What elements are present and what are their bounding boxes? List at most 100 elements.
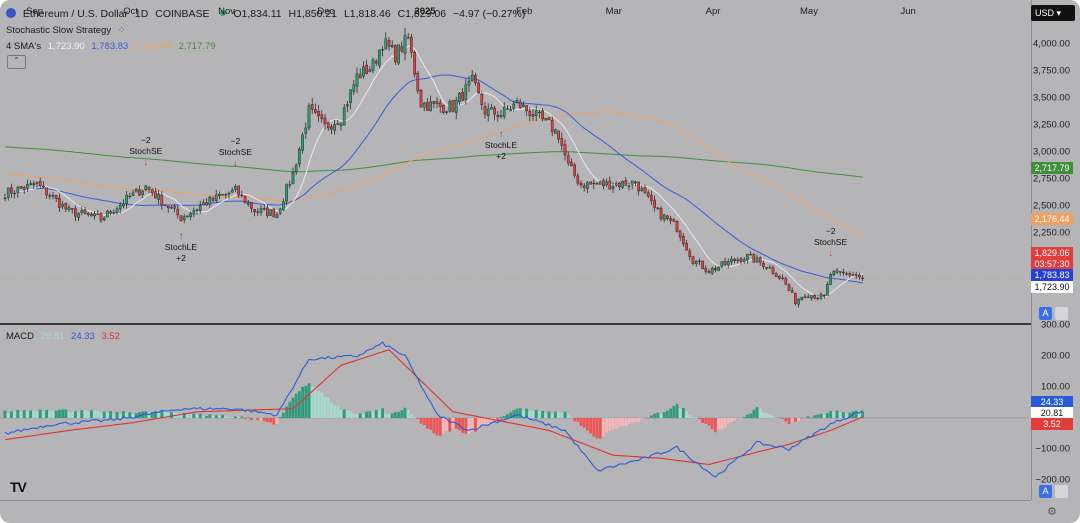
short-signal-annotation[interactable]: −2 StochSE ↓	[129, 135, 162, 168]
candle-body	[282, 201, 285, 211]
macd-scale-toggle-button[interactable]	[1055, 485, 1068, 498]
short-signal-annotation[interactable]: −2 StochSE ↓	[814, 226, 847, 259]
candle-body	[163, 204, 167, 206]
macd-hist-bar	[154, 411, 157, 418]
candle-body	[122, 203, 125, 207]
price-tick-label: 2,750.00	[1033, 173, 1070, 185]
long-signal-annotation[interactable]: ↑ StochLE +2	[485, 129, 517, 162]
candle-body	[803, 296, 807, 298]
macd-hist-bar	[269, 418, 272, 423]
chevron-up-icon[interactable]: ⌃	[7, 55, 26, 69]
candle-body	[493, 107, 496, 115]
sma-long-line[interactable]	[4, 146, 863, 178]
sma-legend[interactable]: 4 SMA's 1,723.90 1,783.83 2,176.44 2,717…	[6, 41, 220, 52]
macd-hist-bar	[506, 414, 509, 418]
pane-divider[interactable]	[0, 323, 1031, 325]
macd-chart[interactable]	[0, 325, 1031, 500]
macd-hist-bar	[358, 413, 362, 418]
macd-hist-bar	[570, 416, 573, 418]
macd-hist-bar	[352, 413, 356, 418]
candle-body	[614, 183, 618, 186]
macd-hist-bar	[522, 410, 525, 418]
candle-body	[736, 259, 740, 261]
candle-body	[195, 209, 199, 211]
strategy-name[interactable]: Stochastic Slow Strategy	[6, 25, 112, 36]
candle-body	[278, 208, 282, 214]
macd-hist-bar	[400, 410, 404, 418]
macd-auto-scale-button[interactable]: A	[1039, 485, 1052, 498]
sma-fast-line[interactable]	[4, 45, 863, 299]
macd-hist-bar	[586, 418, 589, 431]
candle-body	[358, 74, 362, 79]
macd-hist-bar	[250, 418, 253, 421]
macd-hist-bar	[787, 418, 791, 425]
candle-body	[150, 189, 154, 194]
macd-hist-bar	[672, 405, 676, 418]
macd-hist-bar	[826, 413, 829, 418]
sma-label[interactable]: 4 SMA's	[6, 41, 42, 52]
symbol-name[interactable]: Ethereum / U.S. Dollar	[22, 8, 128, 20]
macd-hist-bar	[387, 414, 391, 418]
price-chart[interactable]	[0, 0, 1031, 323]
macd-hist-bar	[534, 409, 538, 418]
strategy-legend[interactable]: Stochastic Slow Strategy ⁘	[6, 25, 130, 36]
candle-body	[733, 258, 736, 261]
strategy-settings-icon[interactable]: ⁘	[117, 25, 126, 36]
candle-body	[35, 182, 39, 184]
sma-mid-line[interactable]	[4, 74, 863, 284]
long-signal-annotation[interactable]: ↑ StochLE +2	[165, 231, 197, 264]
sma-slow-line[interactable]	[4, 111, 863, 236]
macd-hist-bar	[189, 414, 192, 418]
candle-body	[346, 104, 349, 107]
tradingview-logo-icon[interactable]: TV	[10, 479, 27, 495]
candle-body	[320, 114, 324, 120]
macd-hist-bar	[733, 418, 736, 421]
candle-body	[829, 274, 832, 285]
macd-hist-bar	[426, 418, 429, 429]
time-tick-label: Jun	[900, 6, 916, 17]
candle-body	[301, 134, 304, 151]
macd-hist-bar	[704, 418, 708, 424]
candle-body	[432, 101, 436, 104]
candle-body	[173, 206, 176, 209]
currency-button[interactable]: USD ▾	[1031, 5, 1075, 21]
candle-body	[442, 104, 445, 113]
macd-hist-bar	[621, 418, 624, 427]
candles[interactable]	[3, 27, 864, 308]
candle-body	[560, 138, 564, 146]
macd-hist-bar	[493, 418, 496, 420]
macd-hist-bar	[365, 411, 368, 418]
interval-label[interactable]: 1D	[134, 8, 149, 20]
macd-hist-bar	[64, 409, 68, 418]
candle-body	[774, 272, 778, 278]
scale-toggle-button[interactable]	[1055, 307, 1068, 320]
macd-signal-line[interactable]	[4, 349, 863, 466]
settings-gear-icon[interactable]: ⚙	[1047, 506, 1057, 518]
candle-body	[157, 193, 160, 200]
candle-body	[176, 208, 180, 216]
candle-body	[691, 256, 695, 264]
auto-scale-button[interactable]: A	[1039, 307, 1052, 320]
candle-body	[531, 114, 535, 117]
candle-body	[784, 278, 788, 285]
macd-hist-bar	[614, 418, 618, 429]
candle-body	[538, 111, 541, 114]
short-signal-annotation[interactable]: −2 StochSE ↓	[219, 136, 252, 169]
candle-body	[10, 187, 13, 194]
time-axis[interactable]	[0, 500, 1031, 523]
macd-hist-bar	[301, 386, 304, 418]
candle-body	[608, 180, 612, 190]
candle-body	[186, 215, 189, 217]
candle-body	[570, 161, 573, 167]
macd-label[interactable]: MACD	[6, 331, 34, 342]
macd-tick-label: −100.00	[1035, 443, 1070, 455]
macd-legend[interactable]: MACD 20.81 24.33 3.52	[6, 331, 124, 342]
macd-hist-bar	[342, 409, 346, 418]
macd-tick-label: 200.00	[1040, 350, 1070, 362]
macd-histogram[interactable]	[3, 383, 864, 439]
macd-hist-bar	[461, 418, 464, 434]
macd-line[interactable]	[4, 341, 863, 478]
arrow-up-icon: ↑	[178, 230, 184, 242]
macd-hist-bar	[243, 418, 247, 420]
macd-hist-bar	[410, 413, 413, 418]
